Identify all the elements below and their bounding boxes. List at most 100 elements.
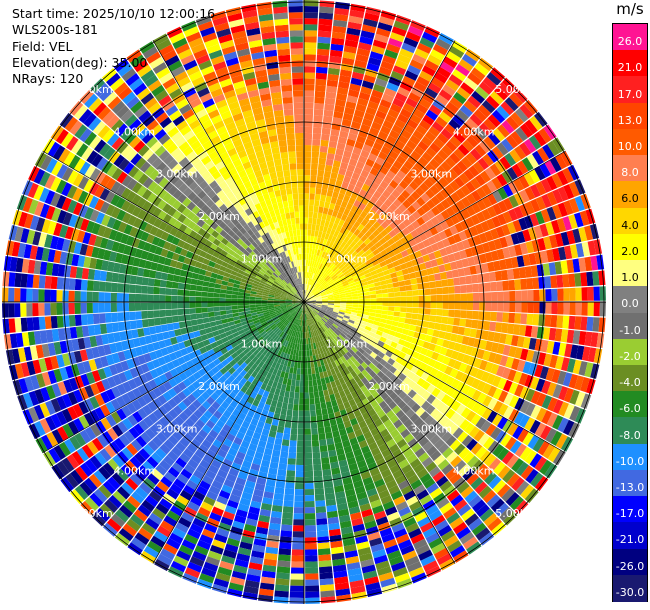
velocity-gate [465, 118, 479, 131]
velocity-gate [453, 251, 462, 261]
velocity-gate [555, 154, 568, 170]
velocity-gate [400, 236, 409, 245]
velocity-gate [515, 127, 529, 142]
velocity-gate [429, 104, 442, 116]
velocity-gate [378, 275, 386, 282]
velocity-gate [366, 62, 380, 72]
velocity-gate [311, 157, 319, 164]
velocity-gate [304, 253, 307, 260]
velocity-gate [476, 199, 487, 211]
velocity-gate [394, 265, 402, 272]
velocity-gate [319, 566, 333, 574]
velocity-gate [539, 163, 551, 178]
velocity-gate [335, 99, 346, 107]
velocity-gate [352, 296, 359, 300]
velocity-gate [317, 384, 323, 392]
velocity-gate [304, 205, 309, 212]
velocity-gate [313, 385, 319, 393]
velocity-gate [407, 64, 421, 76]
velocity-gate [62, 315, 70, 328]
velocity-gate [315, 409, 322, 417]
velocity-gate [506, 116, 520, 131]
velocity-gate [380, 145, 391, 156]
velocity-gate [304, 356, 308, 363]
velocity-gate [520, 313, 528, 325]
velocity-gate [366, 200, 375, 209]
velocity-gate [402, 209, 412, 218]
velocity-gate [412, 108, 425, 120]
velocity-gate [320, 590, 335, 598]
velocity-gate [392, 260, 400, 267]
velocity-gate [328, 270, 334, 277]
velocity-gate [473, 234, 482, 246]
velocity-gate [487, 240, 497, 252]
velocity-gate [319, 0, 335, 8]
velocity-gate [304, 6, 319, 13]
velocity-gate [448, 286, 455, 294]
velocity-gate [404, 70, 419, 81]
velocity-gate [159, 302, 166, 310]
velocity-gate [339, 265, 347, 272]
velocity-gate [518, 324, 527, 336]
velocity-gate [324, 164, 333, 172]
velocity-gate [338, 219, 345, 227]
velocity-gate [384, 49, 399, 60]
velocity-gate [453, 131, 466, 144]
velocity-gate [324, 201, 331, 209]
velocity-gate [364, 272, 372, 278]
velocity-gate [352, 243, 360, 251]
velocity-gate [140, 294, 148, 302]
velocity-gate [435, 315, 443, 324]
velocity-gate [479, 253, 487, 264]
velocity-gate [456, 109, 469, 122]
velocity-gate [413, 176, 424, 187]
velocity-gate [449, 45, 465, 59]
velocity-gate [360, 234, 368, 242]
velocity-gate [455, 188, 466, 200]
velocity-gate [372, 39, 387, 49]
velocity-gate [490, 67, 506, 82]
velocity-gate [315, 224, 320, 231]
velocity-gate [519, 142, 532, 157]
velocity-gate [304, 380, 309, 387]
velocity-gate [304, 247, 307, 254]
velocity-gate [325, 158, 334, 166]
velocity-gate [472, 283, 479, 293]
velocity-gate [392, 247, 401, 255]
velocity-gate [317, 427, 325, 435]
velocity-gate [324, 285, 331, 290]
velocity-gate [335, 269, 342, 276]
velocity-gate [423, 178, 434, 189]
velocity-gate [8, 318, 16, 333]
velocity-gate [304, 495, 315, 502]
velocity-gate [320, 293, 327, 297]
velocity-gate [438, 264, 446, 273]
velocity-gate [372, 259, 380, 267]
velocity-gate [514, 279, 522, 291]
velocity-gate [304, 277, 307, 284]
velocity-gate [326, 291, 333, 295]
velocity-gate [425, 245, 434, 254]
velocity-gate [293, 404, 299, 411]
velocity-gate [459, 104, 473, 118]
velocity-gate [354, 265, 362, 272]
velocity-gate [476, 186, 487, 199]
velocity-gate [328, 140, 338, 149]
velocity-gate [516, 255, 525, 268]
velocity-gate [87, 268, 96, 280]
velocity-gate [336, 142, 346, 151]
velocity-gate [475, 223, 485, 235]
velocity-gate [497, 124, 510, 138]
velocity-gate [111, 282, 118, 293]
velocity-gate [351, 271, 358, 278]
velocity-gate [377, 245, 385, 253]
velocity-gate [308, 293, 314, 299]
velocity-gate [325, 240, 331, 247]
velocity-gate [392, 198, 402, 208]
velocity-gate [312, 446, 320, 453]
velocity-gate [563, 302, 570, 315]
velocity-gate [356, 48, 371, 57]
velocity-gate [308, 205, 314, 212]
velocity-gate [26, 288, 33, 302]
velocity-gate [309, 392, 315, 399]
